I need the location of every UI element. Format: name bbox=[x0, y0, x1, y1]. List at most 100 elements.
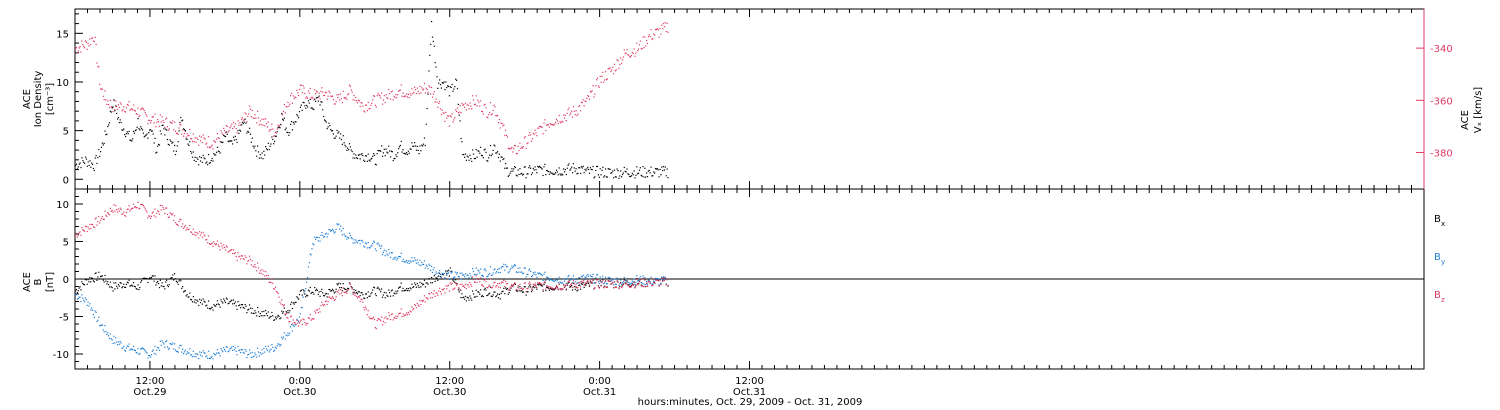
bz-data-point bbox=[102, 218, 104, 220]
by-data-point bbox=[203, 352, 205, 354]
vx-data-point bbox=[490, 114, 492, 116]
bx-data-point bbox=[225, 297, 227, 299]
bx-data-point bbox=[315, 289, 317, 292]
bz-data-point bbox=[634, 287, 636, 289]
vx-data-point bbox=[323, 94, 326, 97]
bx-data-point bbox=[98, 271, 100, 273]
bz-data-point bbox=[254, 264, 256, 266]
bz-data-point bbox=[662, 280, 664, 282]
bx-data-point bbox=[542, 290, 544, 292]
vx-data-point bbox=[571, 116, 574, 118]
bx-data-point bbox=[178, 280, 180, 282]
bz-data-point bbox=[260, 272, 262, 274]
density-data-point bbox=[572, 163, 575, 165]
vx-data-point bbox=[132, 109, 134, 111]
bx-data-point bbox=[475, 289, 477, 291]
bz-data-point bbox=[599, 280, 601, 283]
bz-data-point bbox=[266, 277, 269, 279]
bx-data-point bbox=[99, 275, 102, 278]
bx-data-point bbox=[257, 307, 259, 309]
bz-data-point bbox=[528, 283, 530, 285]
density-data-point bbox=[133, 132, 136, 134]
density-data-point bbox=[481, 155, 484, 157]
by-data-point bbox=[240, 349, 243, 351]
by-data-point bbox=[526, 273, 528, 275]
vx-data-point bbox=[552, 124, 554, 126]
density-data-point bbox=[415, 149, 418, 151]
bz-data-point bbox=[309, 313, 311, 316]
bz-data-point bbox=[371, 318, 373, 320]
by-data-point bbox=[323, 236, 325, 238]
by-data-point bbox=[112, 342, 114, 344]
bx-data-point bbox=[453, 280, 455, 282]
bz-data-point bbox=[327, 300, 329, 303]
by-data-point bbox=[134, 349, 136, 352]
vx-data-point bbox=[255, 117, 257, 119]
bx-data-point bbox=[180, 280, 182, 282]
vx-data-point bbox=[80, 51, 82, 53]
bx-data-point bbox=[182, 286, 184, 288]
bz-data-point bbox=[326, 303, 328, 306]
bz-data-point bbox=[213, 241, 215, 243]
density-data-point bbox=[123, 128, 125, 130]
bz-data-point bbox=[334, 298, 336, 301]
by-data-point bbox=[468, 277, 470, 279]
bz-data-point bbox=[637, 284, 639, 286]
bz-data-point bbox=[339, 289, 342, 291]
by-data-point bbox=[259, 352, 261, 354]
bx-data-point bbox=[252, 312, 254, 314]
by-data-point bbox=[379, 245, 381, 247]
bz-data-point bbox=[269, 281, 271, 283]
density-data-point bbox=[563, 168, 565, 170]
bz-data-point bbox=[196, 232, 198, 234]
density-data-point bbox=[148, 131, 150, 134]
by-data-point bbox=[221, 349, 223, 352]
bz-data-point bbox=[416, 302, 418, 305]
density-data-point bbox=[157, 145, 159, 147]
by-data-point bbox=[497, 271, 500, 274]
by-data-point bbox=[328, 228, 330, 231]
bx-data-point bbox=[184, 290, 186, 292]
x-tick-label-date: Oct.30 bbox=[283, 387, 316, 398]
vx-data-point bbox=[534, 129, 536, 131]
bx-data-point bbox=[522, 291, 525, 293]
vx-data-point bbox=[515, 153, 517, 155]
bz-data-point bbox=[571, 282, 573, 284]
bz-data-point bbox=[274, 286, 277, 288]
bz-data-point bbox=[458, 287, 460, 289]
bx-data-point bbox=[142, 277, 145, 280]
vx-data-point bbox=[331, 95, 334, 97]
density-data-point bbox=[232, 136, 235, 138]
bz-data-point bbox=[390, 313, 393, 315]
by-data-point bbox=[140, 348, 142, 350]
vx-data-point bbox=[130, 108, 132, 110]
vx-data-point bbox=[215, 141, 217, 143]
density-data-point bbox=[630, 175, 633, 177]
bz-data-point bbox=[579, 286, 582, 288]
by-data-point bbox=[396, 259, 398, 261]
by-data-point bbox=[515, 271, 517, 273]
bx-data-point bbox=[182, 291, 185, 293]
density-data-point bbox=[290, 120, 293, 123]
bx-data-point bbox=[88, 281, 90, 283]
bz-data-point bbox=[248, 255, 251, 257]
bz-data-point bbox=[361, 298, 363, 301]
bx-data-point bbox=[352, 292, 354, 294]
vx-data-point bbox=[320, 90, 322, 92]
bz-data-point bbox=[174, 215, 176, 217]
density-data-point bbox=[558, 167, 560, 169]
density-data-point bbox=[141, 127, 143, 130]
bx-data-point bbox=[190, 299, 193, 301]
density-data-point bbox=[414, 145, 417, 147]
density-data-point bbox=[75, 163, 78, 165]
density-data-point bbox=[421, 144, 423, 146]
density-data-point bbox=[582, 165, 584, 167]
bz-data-point bbox=[284, 313, 286, 315]
vx-data-point bbox=[640, 48, 642, 50]
vx-data-point bbox=[136, 113, 138, 116]
bx-data-point bbox=[455, 279, 457, 281]
density-data-point bbox=[298, 111, 301, 113]
bx-data-point bbox=[278, 315, 280, 318]
bz-data-point bbox=[385, 316, 387, 318]
by-data-point bbox=[192, 350, 194, 352]
